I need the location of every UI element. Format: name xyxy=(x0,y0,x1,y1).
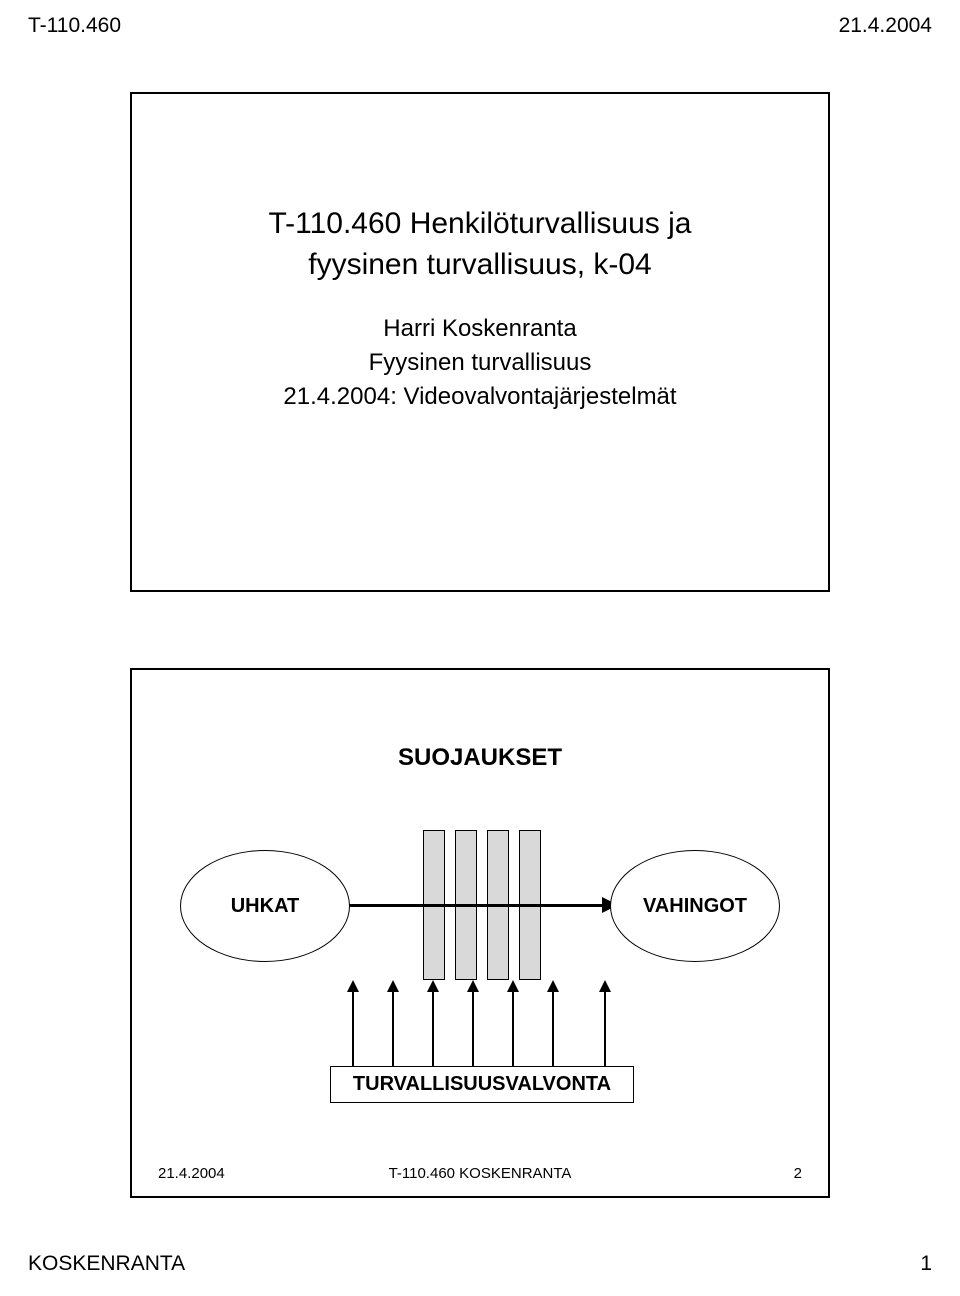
up-arrow xyxy=(512,982,514,1068)
header-right: 21.4.2004 xyxy=(839,14,932,38)
up-arrow xyxy=(604,982,606,1068)
ellipse-damage-label: VAHINGOT xyxy=(643,895,747,918)
header-left: T-110.460 xyxy=(28,14,121,38)
arrow-threats-to-damage xyxy=(348,904,616,907)
slide-1: T-110.460 Henkilöturvallisuus ja fyysine… xyxy=(130,92,830,592)
ellipse-threats: UHKAT xyxy=(180,850,350,962)
slide2-footer-right: 2 xyxy=(794,1165,802,1182)
up-arrow xyxy=(392,982,394,1068)
up-arrow xyxy=(472,982,474,1068)
ellipse-damage: VAHINGOT xyxy=(610,850,780,962)
slide1-subtitle: Fyysinen turvallisuus xyxy=(172,349,788,377)
up-arrow xyxy=(432,982,434,1068)
slide1-author: Harri Koskenranta xyxy=(172,315,788,343)
up-arrow xyxy=(552,982,554,1068)
slide1-title-line1: T-110.460 Henkilöturvallisuus ja xyxy=(172,204,788,245)
slide-2: SUOJAUKSET UHKAT VAHINGOT TURVALLISUUSVA… xyxy=(130,668,830,1198)
up-arrow xyxy=(352,982,354,1068)
surveillance-box-label: TURVALLISUUSVALVONTA xyxy=(353,1073,611,1095)
surveillance-arrows xyxy=(132,980,828,1068)
ellipse-threats-label: UHKAT xyxy=(231,895,300,918)
page-footer-left: KOSKENRANTA xyxy=(28,1252,185,1276)
page-header: T-110.460 21.4.2004 xyxy=(0,14,960,38)
slide1-subtitle2: 21.4.2004: Videovalvontajärjestelmät xyxy=(172,383,788,411)
surveillance-box: TURVALLISUUSVALVONTA xyxy=(330,1066,634,1103)
slide1-title-line2: fyysinen turvallisuus, k-04 xyxy=(172,245,788,286)
slide2-heading: SUOJAUKSET xyxy=(132,744,828,772)
slide2-footer-center: T-110.460 KOSKENRANTA xyxy=(132,1165,828,1182)
page-footer-right: 1 xyxy=(920,1252,932,1276)
